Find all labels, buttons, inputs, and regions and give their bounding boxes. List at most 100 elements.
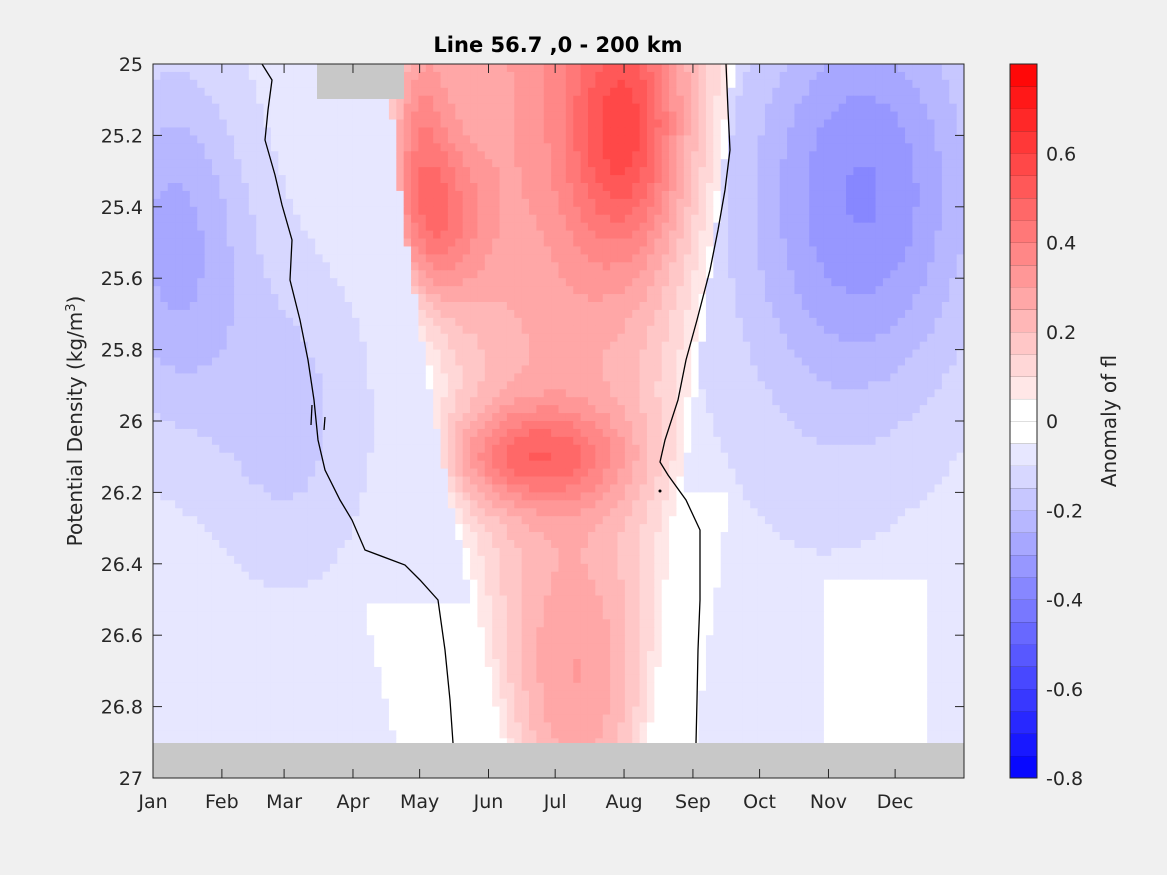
field-cell xyxy=(329,95,338,105)
field-cell xyxy=(226,87,235,97)
field-cell xyxy=(411,190,420,200)
field-cell xyxy=(868,246,877,255)
field-cell xyxy=(661,64,670,73)
field-cell xyxy=(418,159,427,168)
field-cell xyxy=(801,333,810,343)
field-cell xyxy=(610,127,619,136)
field-cell xyxy=(632,309,641,319)
field-cell xyxy=(639,183,648,192)
field-cell xyxy=(868,64,877,73)
field-cell xyxy=(270,167,279,176)
field-cell xyxy=(949,151,958,160)
field-cell xyxy=(470,159,478,168)
field-cell xyxy=(381,365,390,374)
field-cell xyxy=(477,373,486,382)
field-cell xyxy=(278,111,287,121)
field-cell xyxy=(307,246,316,255)
field-cell xyxy=(772,405,781,414)
field-cell xyxy=(411,381,420,390)
field-cell xyxy=(425,294,434,303)
field-cell xyxy=(175,246,184,255)
field-cell xyxy=(683,103,692,113)
field-cell xyxy=(256,413,265,422)
field-cell xyxy=(934,95,943,105)
field-cell xyxy=(882,397,891,406)
field-cell xyxy=(757,214,766,224)
field-cell xyxy=(654,190,663,200)
field-cell xyxy=(639,278,648,287)
field-cell xyxy=(337,421,346,430)
field-cell xyxy=(934,341,943,351)
field-cell xyxy=(875,389,884,398)
field-cell xyxy=(860,190,869,200)
field-cell xyxy=(905,71,913,81)
field-cell xyxy=(787,309,796,319)
field-cell xyxy=(580,294,589,303)
field-cell xyxy=(846,357,855,367)
field-cell xyxy=(713,309,722,319)
field-cell xyxy=(337,167,346,176)
field-cell xyxy=(927,151,936,160)
field-cell xyxy=(610,349,619,359)
field-cell xyxy=(381,341,390,351)
field-cell xyxy=(868,397,877,406)
field-cell xyxy=(661,190,670,200)
field-cell xyxy=(447,278,456,287)
field-cell xyxy=(646,183,655,192)
field-cell xyxy=(300,190,309,200)
field-cell xyxy=(823,190,832,200)
field-cell xyxy=(381,254,390,263)
field-cell xyxy=(868,309,877,319)
field-cell xyxy=(455,270,464,279)
field-cell xyxy=(447,87,456,97)
field-cell xyxy=(182,405,191,414)
field-cell xyxy=(919,365,928,374)
field-cell xyxy=(816,214,825,224)
field-cell xyxy=(211,71,220,81)
field-cell xyxy=(919,373,928,382)
field-cell xyxy=(735,111,744,121)
field-cell xyxy=(418,190,427,200)
field-cell xyxy=(905,246,913,255)
field-cell xyxy=(757,325,766,335)
field-cell xyxy=(905,175,913,184)
field-cell xyxy=(742,333,751,343)
field-cell xyxy=(580,389,589,398)
field-cell xyxy=(514,135,523,144)
field-cell xyxy=(838,175,847,184)
field-cell xyxy=(617,238,626,248)
field-cell xyxy=(639,175,648,184)
field-cell xyxy=(551,198,560,208)
field-cell xyxy=(455,167,464,176)
field-cell xyxy=(160,95,169,105)
field-cell xyxy=(831,333,840,343)
field-cell xyxy=(521,413,530,422)
field-cell xyxy=(300,302,309,311)
field-cell xyxy=(337,341,346,351)
field-cell xyxy=(691,64,700,73)
field-cell xyxy=(211,357,220,367)
field-cell xyxy=(403,294,412,303)
field-cell xyxy=(595,246,604,255)
field-cell xyxy=(153,302,161,311)
field-cell xyxy=(241,405,250,414)
field-cell xyxy=(912,222,921,232)
field-cell xyxy=(838,349,847,359)
field-cell xyxy=(846,87,855,97)
field-cell xyxy=(728,317,737,327)
field-cell xyxy=(809,317,818,327)
field-cell xyxy=(735,397,744,406)
field-cell xyxy=(860,111,869,121)
field-cell xyxy=(809,333,818,343)
field-cell xyxy=(646,167,655,176)
field-cell xyxy=(617,405,626,414)
field-cell xyxy=(691,222,700,232)
field-cell xyxy=(315,246,324,255)
field-cell xyxy=(418,135,427,144)
field-cell xyxy=(580,238,589,248)
field-cell xyxy=(211,262,220,271)
field-cell xyxy=(617,79,626,89)
field-cell xyxy=(160,119,169,129)
field-cell xyxy=(418,270,427,279)
field-cell xyxy=(602,64,611,73)
